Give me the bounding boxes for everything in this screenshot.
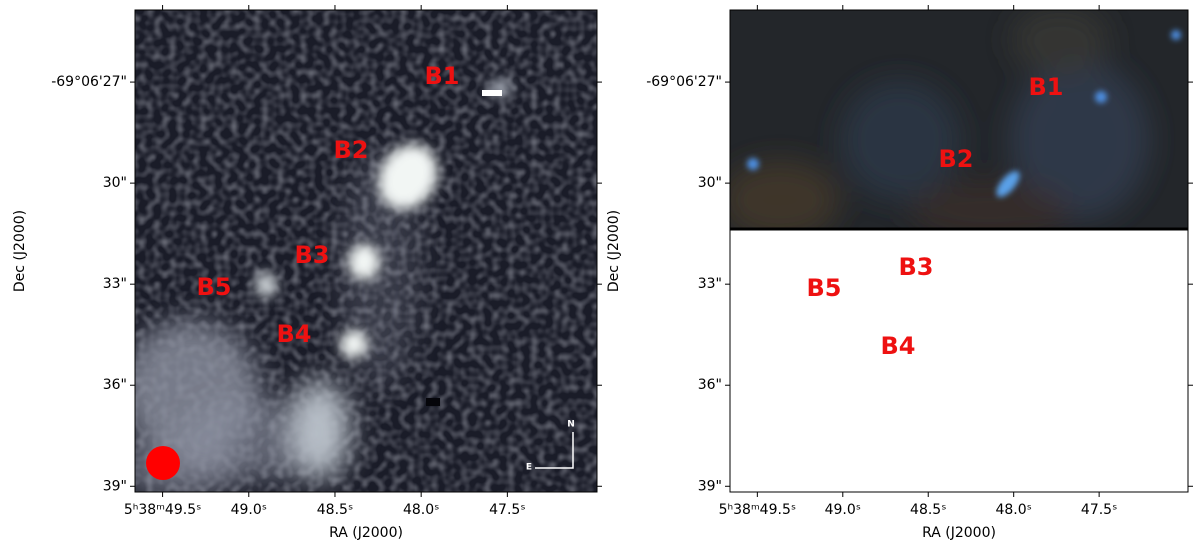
compass-label: N (567, 420, 575, 430)
y-tick-label: 39" (103, 478, 127, 494)
axes-frame (134, 9, 598, 493)
source-label: B1 (1029, 73, 1064, 101)
x-tick-label: 5ʰ38ᵐ49.5ˢ (124, 502, 202, 518)
source-label: B4 (881, 332, 916, 360)
x-tick-label: 48.5ˢ (317, 502, 353, 518)
y-tick-label: -69°06'27" (646, 74, 722, 90)
y-tick-label: 30" (698, 175, 722, 191)
y-tick-label: 36" (698, 377, 722, 393)
source-label: B2 (939, 145, 974, 173)
source-label: B5 (807, 274, 842, 302)
x-tick-label: 48.0ˢ (403, 502, 439, 518)
x-tick-label: 5ʰ38ᵐ49.5ˢ (719, 502, 797, 518)
y-axis-label: Dec (J2000) (12, 210, 28, 292)
x-tick-label: 47.5ˢ (1081, 502, 1117, 518)
y-axis-label: Dec (J2000) (606, 210, 622, 292)
right-image (730, 10, 1188, 229)
source-label: B3 (295, 241, 330, 269)
y-tick-label: -69°06'27" (51, 74, 127, 90)
source-label: B2 (334, 136, 369, 164)
left-image (135, 10, 597, 492)
compass-label: E (526, 463, 532, 473)
source-label: B5 (197, 273, 232, 301)
y-tick-label: 36" (103, 377, 127, 393)
y-tick-label: 30" (103, 175, 127, 191)
y-tick-label: 33" (698, 276, 722, 292)
axes-frame (729, 9, 1189, 493)
source-label: B1 (425, 62, 460, 90)
source-label: B3 (899, 253, 934, 281)
x-tick-label: 48.5ˢ (910, 502, 946, 518)
x-tick-label: 49.0ˢ (231, 502, 267, 518)
x-axis-label: RA (J2000) (922, 525, 996, 541)
source-label: B4 (277, 320, 312, 348)
x-tick-label: 48.0ˢ (995, 502, 1031, 518)
y-tick-label: 33" (103, 276, 127, 292)
x-tick-label: 47.5ˢ (489, 502, 525, 518)
x-axis-label: RA (J2000) (329, 525, 403, 541)
y-tick-label: 39" (698, 478, 722, 494)
x-tick-label: 49.0ˢ (825, 502, 861, 518)
